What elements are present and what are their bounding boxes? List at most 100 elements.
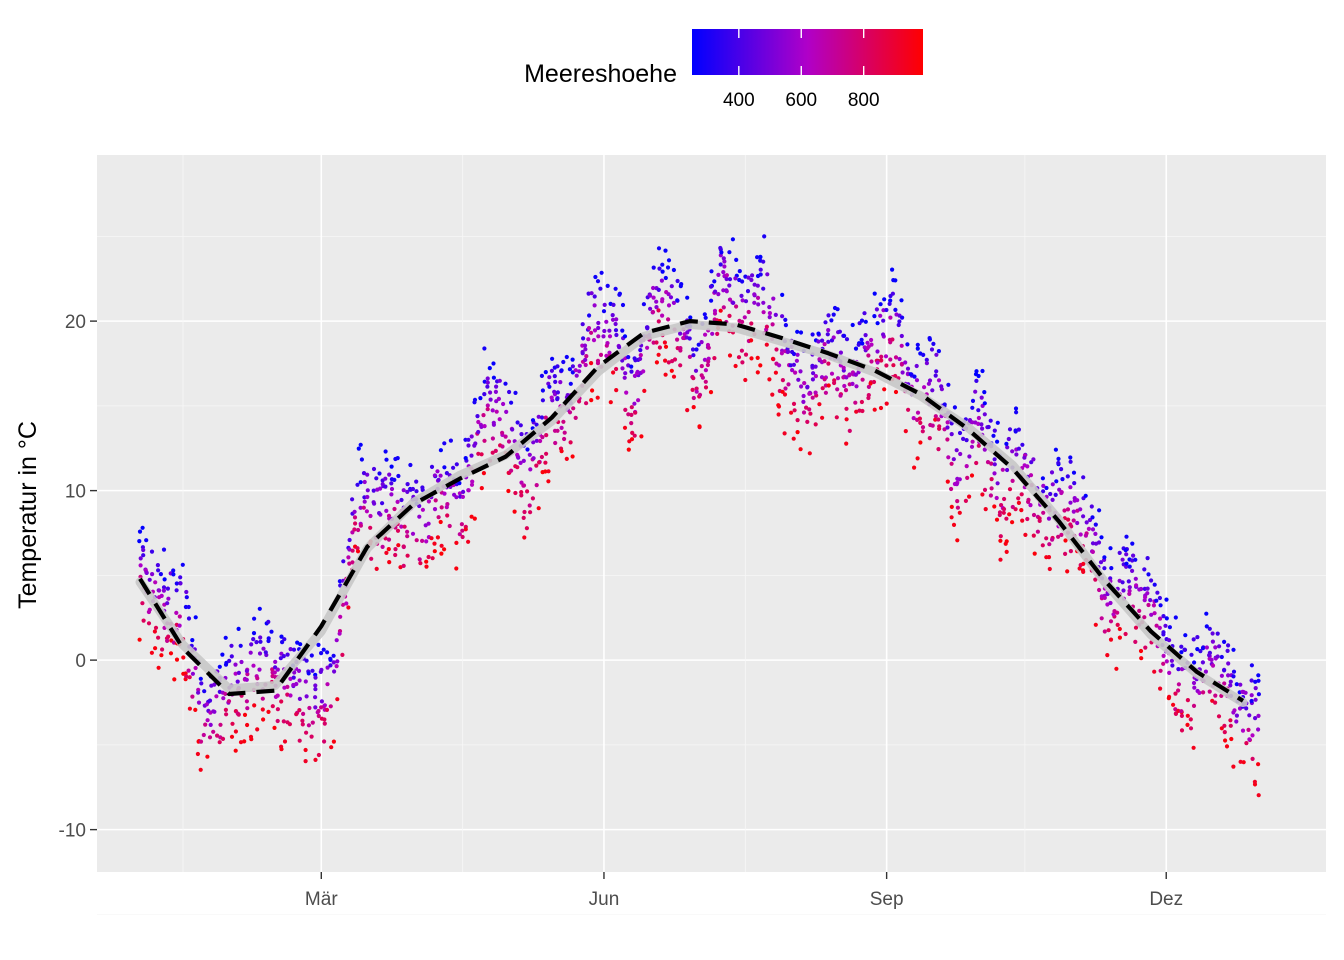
data-point xyxy=(1209,657,1214,663)
data-point xyxy=(251,631,257,636)
data-point xyxy=(592,328,598,333)
data-point xyxy=(791,362,797,367)
data-point xyxy=(936,417,941,422)
data-point xyxy=(177,623,182,628)
data-point xyxy=(1200,660,1205,665)
data-point xyxy=(387,560,392,565)
data-point xyxy=(393,552,398,558)
data-point xyxy=(1126,579,1131,584)
data-point xyxy=(401,563,406,569)
data-point xyxy=(384,457,389,462)
data-point xyxy=(792,408,797,413)
data-point xyxy=(767,315,772,320)
data-point xyxy=(860,408,865,414)
data-point xyxy=(933,373,938,378)
data-point xyxy=(762,234,767,239)
data-point xyxy=(539,454,545,460)
data-point xyxy=(1133,625,1139,630)
data-point xyxy=(1007,487,1013,492)
data-point xyxy=(610,313,615,318)
data-point xyxy=(338,614,343,619)
data-point xyxy=(813,364,818,369)
data-point xyxy=(478,396,483,401)
data-point xyxy=(693,368,699,373)
data-point xyxy=(1093,531,1098,537)
data-point xyxy=(1097,587,1102,593)
data-point xyxy=(598,352,604,357)
data-point xyxy=(389,492,394,497)
data-point xyxy=(650,309,656,315)
data-point xyxy=(252,703,257,708)
data-point xyxy=(583,347,588,352)
data-point xyxy=(826,361,831,366)
data-point xyxy=(1249,698,1254,704)
data-point xyxy=(850,322,855,328)
data-point xyxy=(777,363,782,368)
data-point xyxy=(159,593,164,599)
data-point xyxy=(1179,667,1185,672)
data-point xyxy=(1059,490,1064,496)
data-point xyxy=(629,421,634,426)
data-point xyxy=(487,366,492,371)
data-point xyxy=(138,556,143,561)
data-point xyxy=(899,362,905,367)
data-point xyxy=(153,580,158,585)
data-point xyxy=(1256,673,1261,678)
data-point xyxy=(957,510,962,515)
data-point xyxy=(915,456,920,461)
data-point xyxy=(740,279,745,284)
data-point xyxy=(1133,576,1138,581)
data-point xyxy=(593,274,598,280)
data-point xyxy=(979,422,984,427)
data-point xyxy=(1031,533,1036,538)
legend-title: Meereshoehe xyxy=(524,60,677,88)
data-point xyxy=(834,415,839,420)
data-point xyxy=(500,444,505,449)
data-point xyxy=(859,318,865,323)
data-point xyxy=(144,538,149,543)
data-point xyxy=(1142,567,1147,572)
data-point xyxy=(638,356,643,361)
data-point xyxy=(1215,654,1220,659)
data-point xyxy=(982,401,987,406)
data-point xyxy=(479,486,484,491)
data-point xyxy=(503,434,508,439)
data-point xyxy=(908,372,913,377)
data-point xyxy=(204,702,209,707)
data-point xyxy=(539,415,545,420)
data-points xyxy=(137,234,1261,798)
data-point xyxy=(543,415,548,420)
data-point xyxy=(820,386,825,391)
data-point xyxy=(466,437,471,442)
data-point xyxy=(1075,498,1080,503)
data-point xyxy=(648,306,653,311)
data-point xyxy=(278,656,283,661)
data-point xyxy=(429,536,434,541)
data-point xyxy=(161,547,167,552)
data-point xyxy=(525,447,530,452)
data-point xyxy=(426,499,431,504)
data-point xyxy=(202,689,207,694)
data-point xyxy=(805,419,810,424)
data-point xyxy=(1146,572,1151,577)
data-point xyxy=(1093,522,1098,527)
data-point xyxy=(1167,638,1172,643)
data-point xyxy=(705,362,711,368)
data-point xyxy=(863,319,868,324)
data-point xyxy=(144,570,149,575)
data-point xyxy=(989,486,994,491)
data-point xyxy=(1210,639,1215,644)
data-point xyxy=(466,488,471,493)
data-point xyxy=(924,361,930,366)
data-point xyxy=(678,331,683,336)
data-point xyxy=(662,340,668,345)
data-point xyxy=(224,712,229,717)
data-point xyxy=(304,694,309,699)
data-point xyxy=(583,362,588,368)
data-point xyxy=(933,414,938,419)
data-point xyxy=(303,747,308,753)
data-point xyxy=(469,434,474,439)
data-point xyxy=(371,466,377,472)
data-point xyxy=(746,275,751,280)
data-point xyxy=(982,412,987,417)
